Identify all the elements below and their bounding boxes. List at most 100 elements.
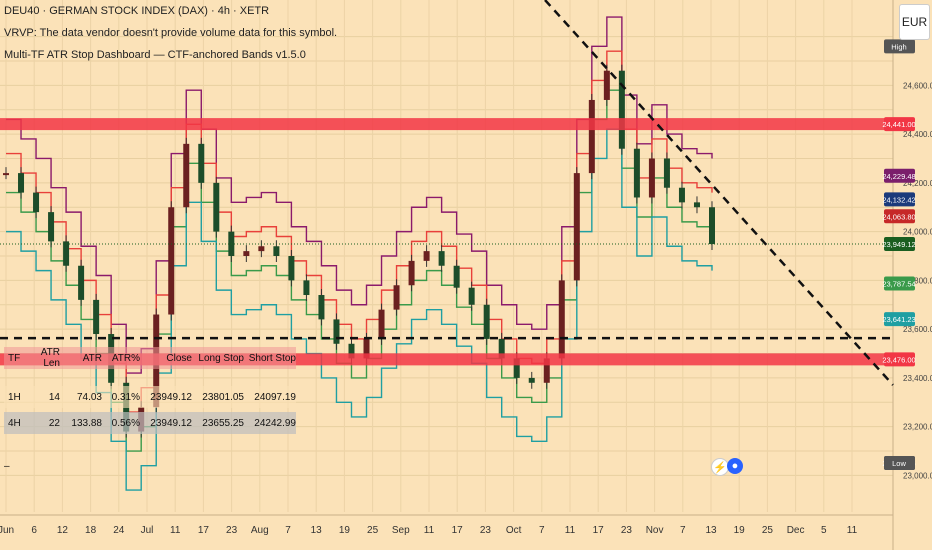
dashboard-cell: 23655.25 (202, 417, 244, 429)
dashboard-cell: 22 (48, 417, 60, 429)
y-tick-label: 23,600.00 (903, 325, 932, 334)
x-tick-label: Jul (141, 525, 154, 536)
dashboard-cell: TF (8, 352, 21, 364)
flag-icon[interactable]: ● (727, 458, 743, 474)
y-tick-label: 24,200.00 (903, 179, 932, 188)
currency-button[interactable]: EUR (899, 4, 930, 40)
y-tick-label: 24,000.00 (903, 228, 932, 237)
x-tick-label: 17 (198, 525, 210, 536)
x-tick-label: 23 (480, 525, 492, 536)
atr-series-line (6, 16, 713, 374)
x-tick-label: Nov (646, 525, 664, 536)
candle-body (48, 212, 55, 242)
indicator-title[interactable]: Multi-TF ATR Stop Dashboard — CTF-anchor… (4, 49, 306, 61)
x-tick-label: 19 (734, 525, 746, 536)
level-tag (884, 117, 915, 132)
dashboard-row: 1H 14 74.03 0.31% 23949.12 23801.05 24097.19 (4, 386, 296, 408)
candle-body (663, 158, 670, 188)
price-tag (884, 276, 915, 291)
dashboard-cell: ATR (82, 352, 102, 364)
y-tick-label: 23,800.00 (903, 276, 932, 285)
x-tick-label: 25 (762, 525, 774, 536)
x-tick-label: 17 (452, 525, 464, 536)
candle-body (393, 285, 400, 310)
x-tick-label: Oct (506, 525, 522, 536)
candle-body (498, 338, 505, 359)
candle-body (288, 256, 295, 281)
x-tick-label: Jun (0, 525, 14, 536)
x-tick-label: 11 (424, 525, 435, 536)
dashboard-cell: 0.56% (111, 417, 140, 429)
dashboard-cell: Close (166, 352, 192, 364)
candle-body (198, 143, 205, 183)
dashboard-cell: 23949.12 (150, 417, 192, 429)
trend-line (544, 0, 894, 386)
candle-body (648, 158, 655, 198)
x-tick-label: 18 (85, 525, 97, 536)
dashboard-cell: 24097.19 (254, 391, 296, 403)
candle-body (78, 265, 85, 300)
x-tick-label: Sep (392, 525, 410, 536)
level-tag-label: 23,949.12 (882, 240, 915, 249)
x-tick-label: 7 (539, 525, 545, 536)
candle-body (333, 319, 340, 344)
candle-body (213, 182, 220, 232)
dashboard-cell: 14 (48, 391, 60, 403)
candle-body (543, 358, 550, 383)
level-tag-label: 23,476.00 (882, 355, 915, 364)
x-tick-label: 7 (285, 525, 291, 536)
dashboard-cell: 4H (8, 417, 21, 429)
candle-body (258, 246, 265, 252)
dashboard-cell: Short Stop (248, 352, 296, 364)
candle-body (693, 202, 700, 208)
dashboard-cell: 24242.99 (254, 417, 296, 429)
price-tag-label: 23,787.54 (882, 280, 915, 289)
x-tick-label: 11 (847, 525, 858, 536)
x-tick-label: 24 (113, 525, 125, 536)
x-tick-label: 19 (339, 525, 351, 536)
dashboard-cell: 23949.12 (150, 391, 192, 403)
dashboard-cell: ATR Len (40, 347, 60, 369)
x-tick-label: 13 (311, 525, 323, 536)
candle-body (528, 377, 535, 383)
candle-body (618, 70, 625, 149)
dashboard-dash: – (4, 460, 10, 472)
candle-body (588, 99, 595, 174)
dashboard-cell: 133.88 (71, 417, 102, 429)
price-tag-label: High (891, 42, 906, 51)
dashboard-row: 4H 22 133.88 0.56% 23949.12 23655.25 24242.99 (4, 412, 296, 434)
price-tag (884, 39, 915, 54)
y-tick-label: 23,000.00 (903, 471, 932, 480)
price-tag (884, 168, 915, 183)
price-tag-label: 23,641.23 (882, 315, 915, 324)
dashboard-cell: 74.03 (76, 391, 102, 403)
candle-body (378, 309, 385, 339)
candle-body (603, 70, 610, 100)
candle-body (438, 251, 445, 266)
price-tag-label: 24,132.42 (882, 195, 915, 204)
candle-body (63, 241, 70, 266)
candle-body (93, 299, 100, 335)
x-tick-label: 23 (621, 525, 633, 536)
candle-body (303, 280, 310, 296)
symbol-title[interactable]: DEU40 · GERMAN STOCK INDEX (DAX) · 4h · … (4, 5, 270, 17)
candle-body (318, 295, 325, 320)
candle-body (468, 287, 475, 305)
y-tick-label: 23,400.00 (903, 374, 932, 383)
candle-body (709, 207, 715, 245)
candle-body (483, 304, 490, 339)
y-tick-label: 24,400.00 (903, 130, 932, 139)
x-tick-label: 6 (31, 525, 37, 536)
candle-body (573, 173, 580, 281)
price-tag (884, 192, 915, 207)
sr-band (0, 118, 893, 131)
x-tick-label: 17 (593, 525, 605, 536)
candle-body (3, 173, 9, 176)
candle-body (423, 251, 430, 261)
dashboard-cell: Long Stop (198, 352, 244, 364)
candle-body (678, 187, 685, 203)
y-tick-label: 23,200.00 (903, 423, 932, 432)
x-tick-label: 11 (170, 525, 181, 536)
